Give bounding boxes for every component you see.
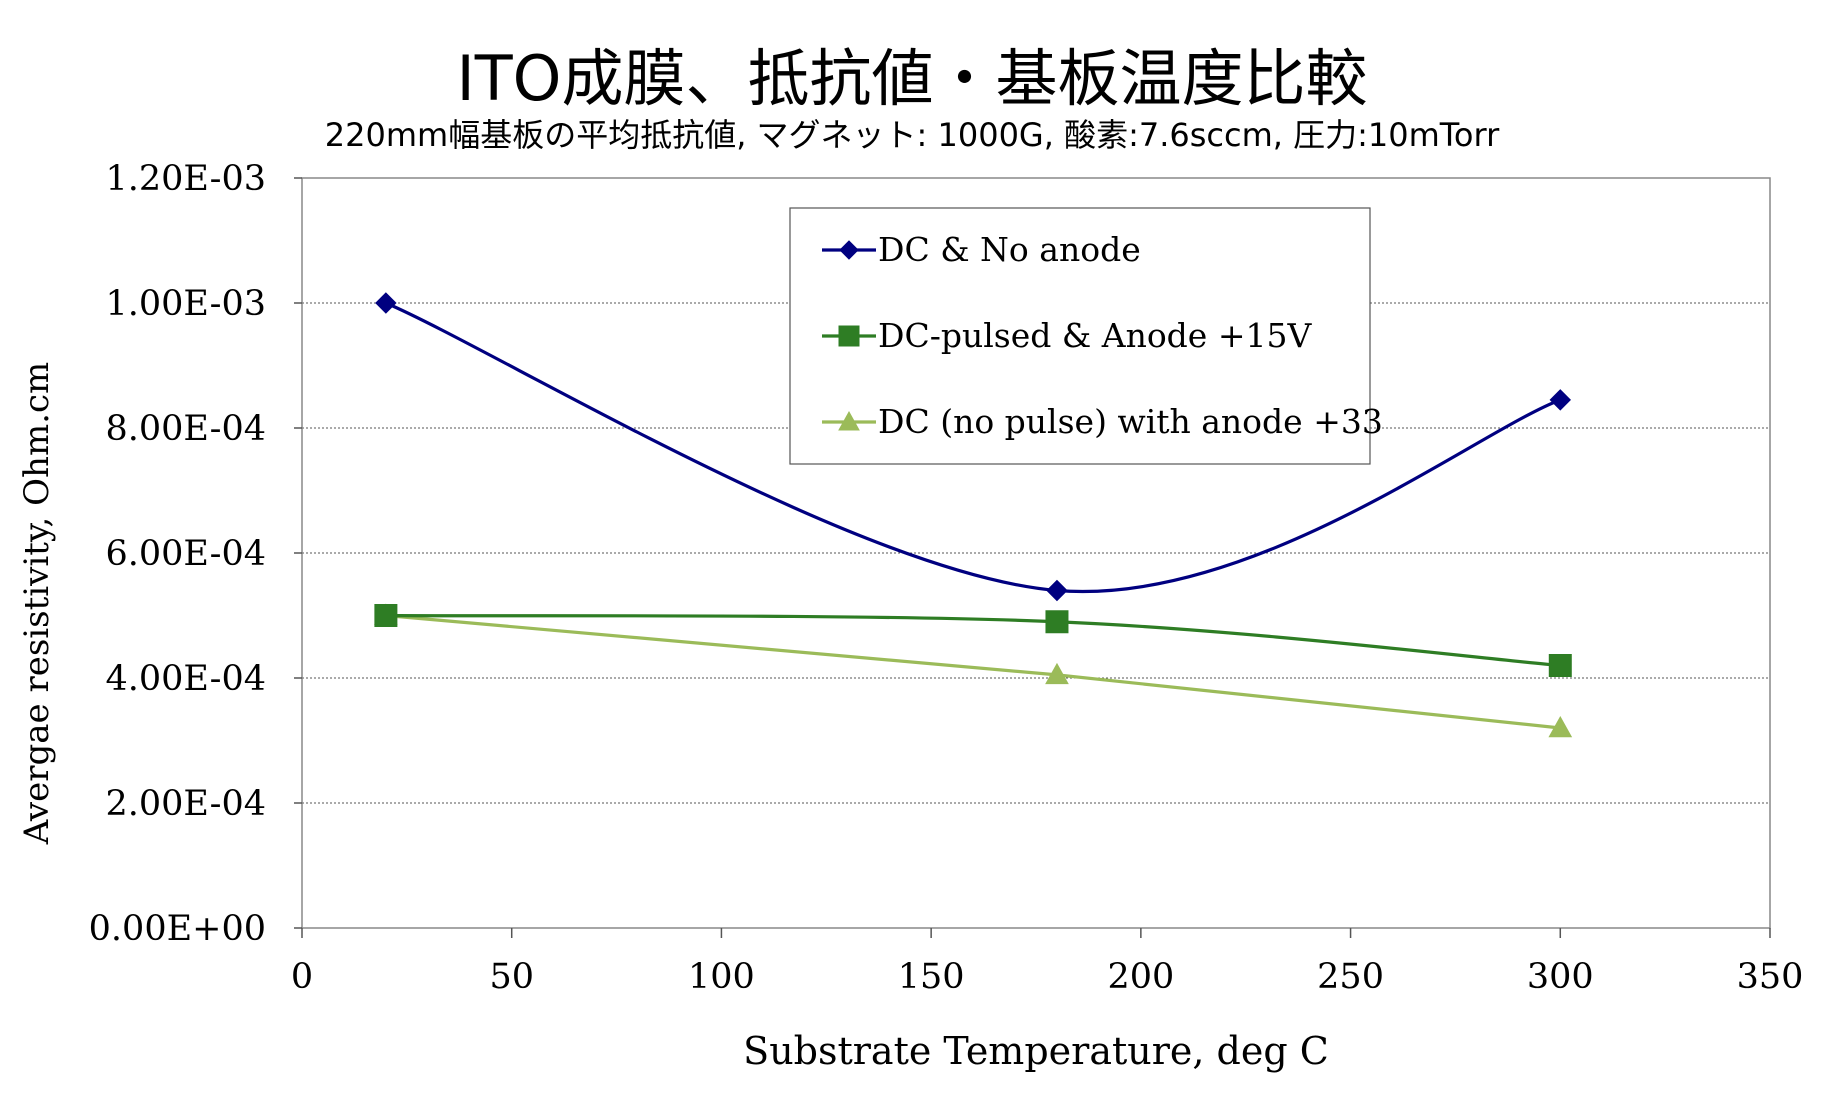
data-point <box>1046 579 1068 602</box>
x-tick-label: 250 <box>1317 957 1384 997</box>
legend-label: DC-pulsed & Anode +15V <box>878 316 1312 355</box>
x-axis-label: Substrate Temperature, deg C <box>743 1029 1329 1073</box>
chart-title: ITO成膜、抵抗値・基板温度比較 <box>456 42 1368 115</box>
x-tick-label: 350 <box>1737 957 1804 997</box>
y-tick-label: 8.00E-04 <box>106 409 267 449</box>
data-point <box>1045 610 1069 634</box>
x-tick-label: 50 <box>489 957 534 997</box>
x-tick-label: 0 <box>291 957 313 997</box>
x-tick-label: 100 <box>688 957 755 997</box>
data-point <box>375 292 397 314</box>
legend-item: DC (no pulse) with anode +33 <box>822 402 1383 441</box>
chart-subtitle: 220mm幅基板の平均抵抗値, マグネット: 1000G, 酸素:7.6sccm… <box>324 116 1500 154</box>
legend-swatch-marker <box>839 240 859 260</box>
data-point <box>1045 662 1069 685</box>
legend-label: DC & No anode <box>878 230 1141 269</box>
series-line <box>385 613 1561 730</box>
data-point <box>1548 654 1572 677</box>
data-point <box>374 604 398 627</box>
x-tick-label: 150 <box>898 957 965 997</box>
series-layer <box>374 292 1573 738</box>
y-tick-label: 1.20E-03 <box>106 159 267 199</box>
legend-item: DC & No anode <box>822 230 1141 269</box>
legend-swatch-marker <box>838 325 860 347</box>
x-tick-label: 300 <box>1527 957 1594 997</box>
data-point <box>1549 389 1571 411</box>
y-tick-label: 2.00E-04 <box>106 784 267 824</box>
y-tick-label: 4.00E-04 <box>106 659 267 699</box>
y-tick-label: 0.00E+00 <box>89 909 266 949</box>
y-axis-label: Avergae resistivity, Ohm.cm <box>17 362 57 846</box>
series-triangle <box>374 603 1573 738</box>
series-line <box>385 613 1561 668</box>
x-tick-label: 200 <box>1107 957 1174 997</box>
series-line <box>385 301 1561 594</box>
data-point <box>1548 715 1573 738</box>
legend-item: DC-pulsed & Anode +15V <box>822 316 1312 355</box>
y-tick-label: 6.00E-04 <box>106 534 267 574</box>
series-diamond <box>375 292 1571 602</box>
y-tick-label: 1.00E-03 <box>106 284 267 324</box>
legend-swatch-marker <box>838 410 860 431</box>
legend: DC & No anode DC-pulsed & Anode +15V DC (n… <box>789 207 1383 465</box>
legend-label: DC (no pulse) with anode +33 <box>878 402 1383 441</box>
axes: 0.00E+00 2.00E-04 4.00E-04 6.00E-04 8.00E-04… <box>89 159 1804 997</box>
legend-box <box>789 207 1371 465</box>
series-square <box>374 604 1572 677</box>
